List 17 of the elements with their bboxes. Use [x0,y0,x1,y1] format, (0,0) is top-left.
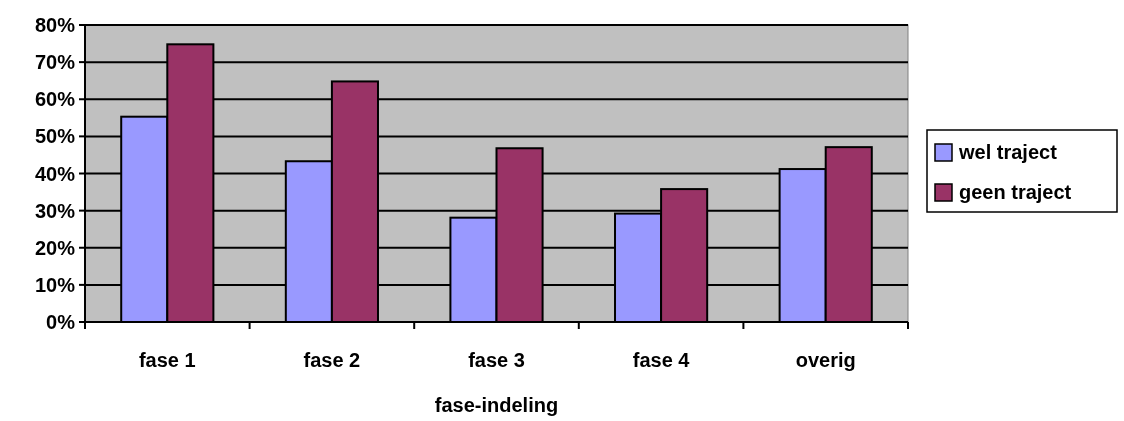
y-tick-label: 30% [34,199,76,222]
x-tick-label: overig [795,349,856,371]
y-tick-label: 60% [34,88,76,111]
x-axis-title: fase-indeling [434,394,559,416]
y-tick-label: 70% [34,51,76,74]
x-tick-label: fase 1 [138,349,196,371]
y-tick-label: 10% [34,273,76,296]
y-tick-label: 80% [34,14,76,36]
legend-label: geen traject [959,181,1072,203]
y-tick-label: 50% [34,125,76,148]
legend-label: wel traject [958,141,1058,163]
x-tick-label: fase 4 [632,349,691,371]
x-tick-label: fase 3 [468,349,525,371]
y-tick-label: 0% [46,311,76,333]
y-tick-label: 40% [34,162,76,185]
y-tick-label: 20% [34,236,76,259]
x-tick-label: fase 2 [303,349,361,371]
